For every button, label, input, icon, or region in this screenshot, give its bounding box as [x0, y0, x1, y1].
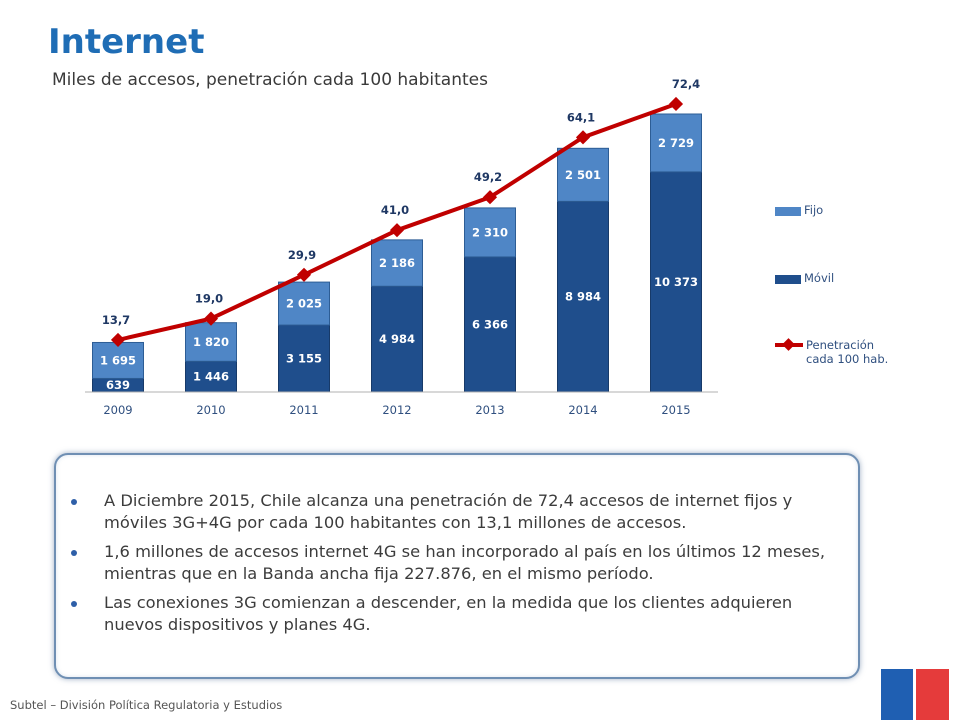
bar-label-fijo: 2 729 — [658, 136, 694, 150]
bar-movil — [464, 256, 516, 393]
bullet-dot-icon — [71, 601, 77, 607]
footer-text: Subtel – División Política Regulatoria y… — [10, 698, 283, 712]
x-tick-label: 2014 — [568, 403, 597, 417]
bar-label-movil: 4 984 — [379, 332, 415, 346]
bullet-text: Las conexiones 3G comienzan a descender,… — [104, 593, 793, 634]
legend-label-fijo: Fijo — [804, 203, 824, 217]
bar-label-movil: 639 — [106, 378, 130, 392]
penetration-marker — [575, 130, 591, 145]
penetration-label: 29,9 — [288, 248, 316, 262]
x-tick-labels: 2009 2010 2011 2012 2013 2014 2015 — [103, 403, 690, 417]
bar-label-fijo: 2 186 — [379, 256, 415, 270]
bar-movil — [650, 171, 702, 393]
bar-fijo — [650, 113, 702, 173]
penetration-label: 64,1 — [567, 110, 595, 124]
bullet-item: 1,6 millones de accesos internet 4G se h… — [71, 541, 849, 585]
penetration-label: 41,0 — [381, 203, 409, 217]
bar-label-movil: 3 155 — [286, 352, 322, 366]
bar-label-movil: 8 984 — [565, 290, 601, 304]
bar-label-movil: 6 366 — [472, 317, 508, 331]
legend-label-penetracion-2: cada 100 hab. — [806, 352, 889, 366]
bar-label-fijo: 1 820 — [193, 335, 229, 349]
legend-swatch-movil — [775, 275, 801, 284]
bar-fijo — [557, 147, 609, 202]
legend-label-penetracion-1: Penetración — [806, 338, 875, 352]
bar-movil — [185, 360, 237, 393]
bar-label-fijo: 2 310 — [472, 225, 508, 239]
bullet-dot-icon — [71, 550, 77, 556]
penetration-marker — [203, 311, 219, 326]
logo-red-block — [916, 669, 949, 720]
penetration-marker — [389, 223, 405, 238]
summary-box: A Diciembre 2015, Chile alcanza una pene… — [54, 453, 860, 679]
legend-item-fijo: Fijo — [775, 203, 823, 217]
x-tick-label: 2015 — [661, 403, 690, 417]
bullet-text: A Diciembre 2015, Chile alcanza una pene… — [104, 491, 793, 532]
logo-blue-block — [881, 669, 913, 720]
penetration-marker — [668, 96, 684, 112]
legend-label-movil: Móvil — [804, 271, 835, 285]
bullet-item: Las conexiones 3G comienzan a descender,… — [71, 592, 849, 636]
bar-fijo — [371, 239, 423, 287]
bar-label-fijo: 1 695 — [100, 353, 136, 367]
summary-bullets: A Diciembre 2015, Chile alcanza una pene… — [71, 490, 849, 643]
bar-label-movil: 1 446 — [193, 370, 229, 384]
bullet-item: A Diciembre 2015, Chile alcanza una pene… — [71, 490, 849, 534]
penetration-line-group: 13,7 19,0 29,9 41,0 49,2 64,1 72,4 — [102, 77, 700, 347]
x-tick-label: 2013 — [475, 403, 504, 417]
penetration-label: 49,2 — [474, 170, 502, 184]
penetration-marker — [110, 332, 126, 347]
legend-item-movil: Móvil — [775, 271, 834, 285]
bar-label-fijo: 2 501 — [565, 168, 601, 182]
legend-swatch-fijo — [775, 207, 801, 216]
legend-item-penetracion: Penetración cada 100 hab. — [775, 338, 888, 366]
government-logo — [881, 669, 949, 720]
penetration-label: 13,7 — [102, 313, 130, 327]
bullet-dot-icon — [71, 499, 77, 505]
bullet-text: 1,6 millones de accesos internet 4G se h… — [104, 542, 826, 583]
bars-group: 639 1 695 1 446 1 820 3 155 2 025 4 984 2 186 6 … — [92, 113, 702, 393]
page-title: Internet — [48, 22, 205, 62]
x-tick-label: 2010 — [196, 403, 225, 417]
penetration-marker — [296, 267, 312, 282]
page-subtitle: Miles de accesos, penetración cada 100 h… — [52, 70, 488, 90]
penetration-label: 72,4 — [672, 77, 700, 91]
x-tick-label: 2011 — [289, 403, 318, 417]
legend-line-penetracion — [775, 338, 803, 352]
penetration-label: 19,0 — [195, 292, 223, 306]
bar-fijo — [278, 281, 330, 326]
x-tick-label: 2012 — [382, 403, 411, 417]
stacked-bar-line-chart: 639 1 695 1 446 1 820 3 155 2 025 4 984 2 186 6 … — [85, 77, 718, 417]
bar-label-movil: 10 373 — [654, 275, 698, 289]
bar-label-fijo: 2 025 — [286, 297, 322, 311]
bar-fijo — [464, 207, 516, 258]
bar-fijo — [92, 341, 144, 379]
x-tick-label: 2009 — [103, 403, 132, 417]
penetration-marker — [482, 190, 498, 205]
